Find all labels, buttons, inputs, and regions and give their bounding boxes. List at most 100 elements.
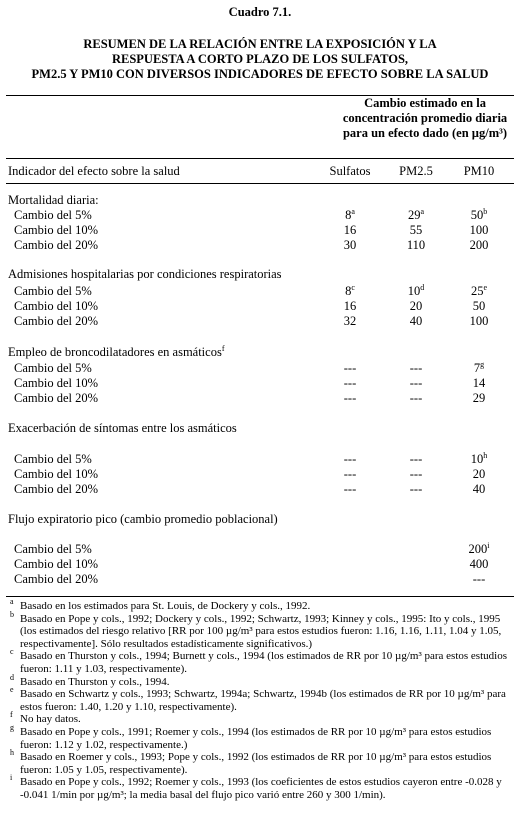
cell-text: --- — [343, 482, 357, 496]
cell-text: 40 — [409, 314, 423, 328]
row-label: Cambio del 5% — [14, 542, 92, 556]
row-label: Cambio del 10% — [14, 223, 99, 237]
cell-text: --- — [409, 361, 423, 375]
row-label: Cambio del 20% — [14, 314, 99, 328]
cell: 10h — [444, 451, 514, 467]
row-label: Cambio del 20% — [14, 391, 99, 405]
cell: 7g — [444, 360, 514, 376]
section-title-text: Mortalidad diaria: — [8, 193, 99, 207]
cell: 25e — [444, 283, 514, 299]
cell-text: 200 — [468, 542, 488, 556]
cell-text: 50 — [470, 208, 484, 222]
footnote-text: Basado en Schwartz y cols., 1993; Schwar… — [20, 688, 506, 713]
footnote: i Basado en Pope y cols., 1992; Roemer y … — [10, 773, 502, 801]
section-title: Flujo expiratorio pico (cambio promedio … — [8, 511, 278, 527]
cell-text: 7 — [473, 361, 481, 375]
column-header: Sulfatos — [329, 164, 371, 178]
cell: --- — [381, 451, 451, 467]
column-header: Indicador del efecto sobre la salud — [8, 164, 180, 178]
column-header: PM2.5 — [399, 164, 433, 178]
cell-text: --- — [343, 391, 357, 405]
cell: --- — [381, 466, 451, 482]
cell: 200 — [444, 237, 514, 253]
row-label: Cambio del 10% — [14, 299, 99, 313]
cell: --- — [315, 481, 385, 497]
cell-text: 55 — [409, 223, 423, 237]
cell-text: 20 — [409, 299, 423, 313]
footnote-mark: i — [487, 541, 490, 550]
cell-text: --- — [409, 376, 423, 390]
row-label: Cambio del 5% — [14, 361, 92, 375]
section-title-text: Exacerbación de síntomas entre los asmát… — [8, 421, 237, 435]
section-title: Empleo de broncodilatadores en asmáticos… — [8, 344, 225, 360]
cell-text: 110 — [406, 238, 426, 252]
section-title: Mortalidad diaria: — [8, 192, 99, 208]
cell-text: 40 — [472, 482, 486, 496]
cell: 50 — [444, 298, 514, 314]
footnote-text: Basado en Pope y cols., 1991; Roemer y c… — [20, 725, 492, 751]
cell-text: --- — [343, 361, 357, 375]
cell: 30 — [315, 237, 385, 253]
cell-text: 8 — [345, 208, 352, 222]
footnote-text: Basado en Pope y cols., 1992; Roemer y c… — [20, 776, 502, 801]
cell: --- — [315, 375, 385, 391]
cell-text: 20 — [472, 467, 486, 481]
footnote-mark: e — [483, 283, 488, 292]
cell-text: 30 — [343, 238, 357, 252]
section-title: Exacerbación de síntomas entre los asmát… — [8, 420, 237, 436]
cell-text: --- — [409, 467, 423, 481]
footnote-text: Basado en Thurston y cols., 1994; Burnet… — [20, 650, 507, 675]
row-label: Cambio del 5% — [14, 452, 92, 466]
footnote: a Basado en los estimados para St. Louis,… — [10, 597, 311, 613]
cell: 32 — [315, 313, 385, 329]
group-header: concentración promedio diaria — [342, 111, 508, 125]
cell: 200i — [444, 541, 514, 557]
section-title: Admisiones hospitalarias por condiciones… — [8, 266, 282, 282]
caption: Cuadro 7.1. — [228, 5, 292, 19]
footnote-mark: c — [351, 283, 355, 292]
cell-text: 25 — [470, 284, 484, 298]
footnote: h Basado en Roemer y cols., 1993; Pope y … — [10, 748, 492, 776]
footnote-text: Basado en Pope y cols., 1992; Dockery y … — [20, 612, 502, 650]
footnote-text: No hay datos. — [20, 713, 81, 726]
section-title-text: Admisiones hospitalarias por condiciones… — [8, 267, 282, 281]
row-label: Cambio del 20% — [14, 482, 99, 496]
cell: 14 — [444, 375, 514, 391]
footnote: d Basado en Thurston y cols., 1994. — [10, 672, 170, 688]
row-label: Cambio del 10% — [14, 557, 99, 571]
cell-text: 10 — [470, 452, 484, 466]
footnote-mark: b — [483, 207, 488, 216]
section-title-text: Empleo de broncodilatadores en asmáticos — [8, 345, 222, 359]
footnote: g Basado en Pope y cols., 1991; Roemer y … — [10, 722, 492, 751]
footnote-mark: f — [221, 344, 225, 353]
footnote-mark: g — [480, 360, 485, 369]
cell-text: 29 — [472, 391, 486, 405]
footnote: e Basado en Schwartz y cols., 1993; Schwa… — [10, 685, 506, 713]
title-line: RESUMEN DE LA RELACIÓN ENTRE LA EXPOSICI… — [83, 37, 437, 51]
cell: 16 — [315, 298, 385, 314]
footnote-text: Basado en los estimados para St. Louis, … — [20, 600, 311, 612]
cell-text: 16 — [343, 299, 357, 313]
cell: 110 — [381, 237, 451, 253]
cell-text: --- — [343, 376, 357, 390]
row-label: Cambio del 20% — [14, 572, 99, 586]
cell-text: --- — [343, 452, 357, 466]
cell: 400 — [444, 556, 514, 572]
cell: 100 — [444, 222, 514, 238]
footnote-mark: h — [483, 451, 488, 460]
cell: 20 — [444, 466, 514, 482]
footnote-text: Basado en Roemer y cols., 1993; Pope y c… — [20, 751, 492, 776]
column-header: PM10 — [463, 164, 495, 178]
cell: 40 — [381, 313, 451, 329]
cell: 50b — [444, 207, 514, 223]
cell-text: 100 — [469, 314, 489, 328]
footnote: c Basado en Thurston y cols., 1994; Burne… — [10, 647, 507, 675]
cell: 29 — [444, 390, 514, 406]
cell-text: 10 — [407, 284, 421, 298]
rule — [6, 95, 514, 96]
cell-text: 100 — [469, 223, 489, 237]
cell-text: --- — [409, 452, 423, 466]
cell: --- — [444, 571, 514, 587]
cell-text: 32 — [343, 314, 357, 328]
cell-text: --- — [409, 482, 423, 496]
